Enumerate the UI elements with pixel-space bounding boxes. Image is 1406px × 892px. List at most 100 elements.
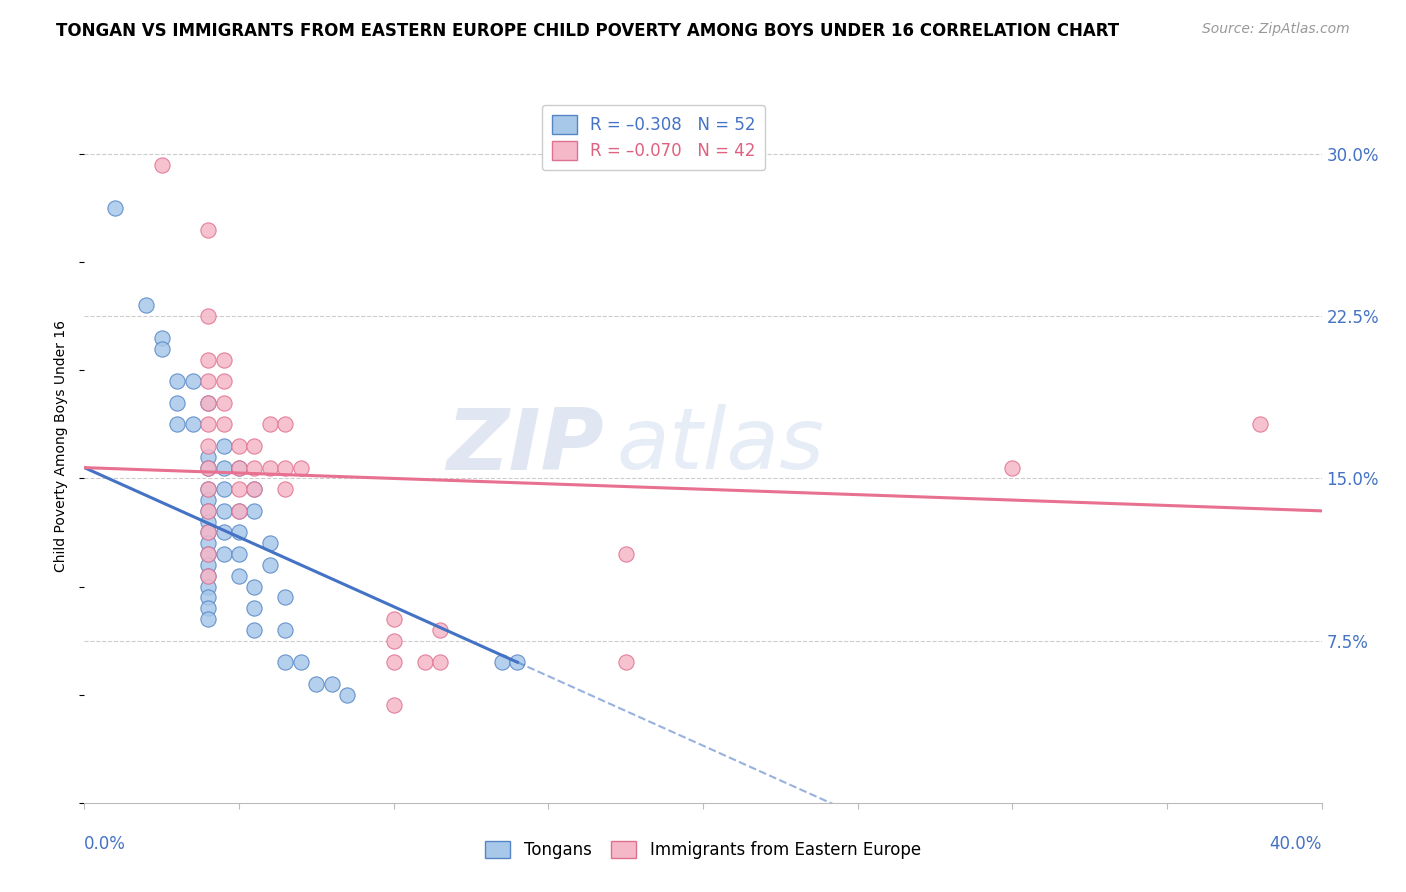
Point (197, 536, 219, 550)
Point (150, 158, 173, 172)
Point (197, 482, 219, 496)
Point (614, 655, 637, 669)
Point (197, 568, 219, 582)
Point (197, 310, 219, 324)
Point (228, 504, 250, 518)
Point (429, 623, 451, 637)
Point (197, 547, 219, 561)
Text: TONGAN VS IMMIGRANTS FROM EASTERN EUROPE CHILD POVERTY AMONG BOYS UNDER 16 CORRE: TONGAN VS IMMIGRANTS FROM EASTERN EUROPE… (56, 22, 1119, 40)
Point (382, 698, 405, 713)
Point (197, 568, 219, 582)
Point (305, 677, 328, 691)
Text: ZIP: ZIP (446, 404, 605, 488)
Point (243, 460, 266, 475)
Point (228, 568, 250, 582)
Point (181, 374, 204, 388)
Point (197, 417, 219, 432)
Text: atlas: atlas (616, 404, 824, 488)
Point (197, 525, 219, 540)
Point (506, 655, 529, 669)
Point (259, 417, 281, 432)
Point (1001, 460, 1024, 475)
Point (197, 591, 219, 605)
Point (197, 396, 219, 410)
Point (197, 493, 219, 508)
Point (382, 612, 405, 626)
Point (197, 601, 219, 615)
Point (150, 331, 173, 345)
Point (212, 547, 235, 561)
Point (197, 450, 219, 464)
Point (135, 298, 157, 312)
Point (181, 417, 204, 432)
Point (197, 223, 219, 237)
Point (197, 396, 219, 410)
Point (243, 580, 266, 594)
Point (274, 655, 297, 669)
Point (212, 352, 235, 367)
Point (243, 482, 266, 496)
Point (212, 504, 235, 518)
Point (212, 525, 235, 540)
Text: Source: ZipAtlas.com: Source: ZipAtlas.com (1202, 22, 1350, 37)
Point (212, 417, 235, 432)
Point (212, 374, 235, 388)
Legend: Tongans, Immigrants from Eastern Europe: Tongans, Immigrants from Eastern Europe (478, 834, 928, 866)
Text: 40.0%: 40.0% (1270, 835, 1322, 853)
Point (259, 536, 281, 550)
Point (259, 460, 281, 475)
Point (228, 460, 250, 475)
Point (197, 460, 219, 475)
Point (197, 482, 219, 496)
Point (228, 439, 250, 453)
Point (290, 655, 312, 669)
Point (212, 439, 235, 453)
Point (104, 201, 127, 215)
Point (614, 547, 637, 561)
Point (290, 460, 312, 475)
Point (228, 547, 250, 561)
Point (413, 655, 436, 669)
Point (243, 623, 266, 637)
Point (197, 460, 219, 475)
Point (429, 655, 451, 669)
Point (274, 482, 297, 496)
Point (491, 655, 513, 669)
Point (212, 460, 235, 475)
Point (274, 417, 297, 432)
Point (197, 504, 219, 518)
Point (197, 525, 219, 540)
Point (274, 460, 297, 475)
Point (243, 439, 266, 453)
Point (197, 374, 219, 388)
Point (243, 601, 266, 615)
Point (197, 504, 219, 518)
Point (321, 677, 343, 691)
Point (228, 460, 250, 475)
Point (197, 352, 219, 367)
Point (212, 482, 235, 496)
Point (150, 342, 173, 356)
Point (274, 591, 297, 605)
Point (336, 688, 359, 702)
Point (274, 623, 297, 637)
Point (243, 482, 266, 496)
Point (243, 504, 266, 518)
Point (197, 439, 219, 453)
Point (1249, 417, 1271, 432)
Point (382, 633, 405, 648)
Point (228, 525, 250, 540)
Point (197, 580, 219, 594)
Point (228, 504, 250, 518)
Point (166, 396, 188, 410)
Point (197, 612, 219, 626)
Point (197, 558, 219, 572)
Y-axis label: Child Poverty Among Boys Under 16: Child Poverty Among Boys Under 16 (55, 320, 69, 572)
Legend: R = –0.308   N = 52, R = –0.070   N = 42: R = –0.308 N = 52, R = –0.070 N = 42 (541, 104, 765, 169)
Point (382, 655, 405, 669)
Point (212, 396, 235, 410)
Point (197, 547, 219, 561)
Point (166, 374, 188, 388)
Text: 0.0%: 0.0% (84, 835, 127, 853)
Point (197, 515, 219, 529)
